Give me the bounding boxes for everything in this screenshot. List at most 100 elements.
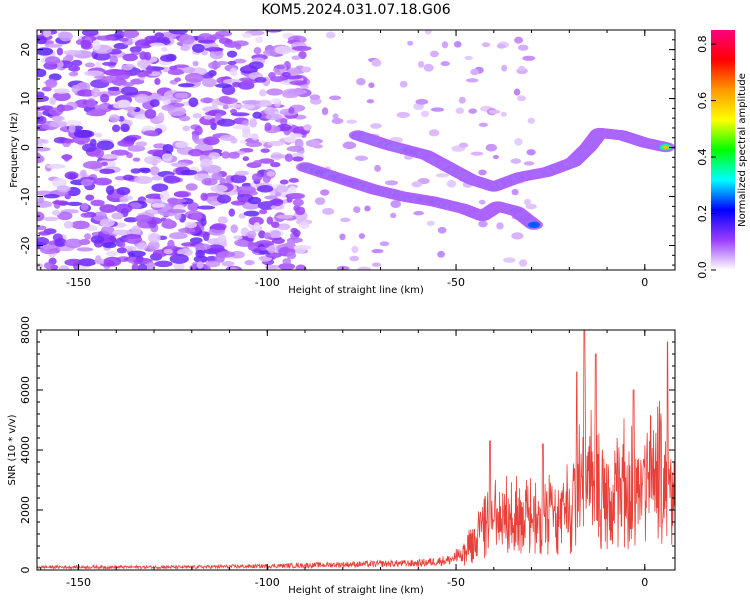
noise-cell — [322, 207, 335, 215]
noise-cell — [292, 156, 304, 162]
noise-cell — [230, 174, 247, 184]
noise-cell — [37, 68, 47, 78]
noise-cell — [182, 66, 196, 74]
noise-cell — [357, 266, 371, 270]
noise-cell — [58, 31, 73, 42]
colorbar-tick-label: 0.0 — [696, 261, 709, 279]
noise-cell — [424, 30, 432, 35]
noise-cell — [174, 77, 182, 82]
x-tick-label: -150 — [66, 576, 91, 589]
noise-cell — [332, 113, 339, 120]
noise-cell — [107, 86, 122, 91]
noise-cell — [371, 262, 382, 267]
noise-cell — [200, 192, 208, 201]
noise-cell — [118, 99, 131, 108]
noise-cell — [255, 36, 263, 44]
noise-cell — [146, 65, 153, 75]
noise-cell — [124, 234, 142, 244]
noise-cell — [470, 68, 479, 76]
noise-cell — [114, 30, 125, 40]
y-tick-label: 4000 — [19, 436, 32, 464]
noise-cell — [263, 49, 279, 57]
noise-cell — [478, 199, 486, 205]
noise-cell — [453, 41, 462, 48]
noise-cell — [188, 97, 199, 108]
noise-cell — [161, 46, 168, 52]
noise-cell — [465, 78, 479, 83]
noise-cell — [488, 109, 501, 114]
noise-cell — [217, 216, 229, 224]
noise-cell — [437, 226, 447, 234]
spectrogram-x-label: Height of straight line (km) — [288, 285, 424, 296]
noise-cell — [86, 98, 96, 108]
noise-cell — [353, 206, 361, 214]
noise-cell — [43, 216, 59, 222]
noise-cell — [192, 113, 202, 119]
colorbar-gradient — [711, 30, 735, 270]
noise-cell — [80, 169, 87, 178]
noise-cell — [517, 44, 529, 51]
noise-cell — [290, 227, 299, 234]
noise-cell — [81, 30, 99, 37]
noise-cell — [234, 239, 249, 247]
noise-cell — [233, 58, 247, 64]
noise-cell — [130, 225, 142, 236]
noise-cell — [513, 88, 521, 96]
noise-cell — [38, 196, 45, 204]
noise-cell — [80, 39, 92, 49]
noise-cell — [411, 181, 423, 188]
noise-cell — [300, 84, 309, 90]
noise-cell — [68, 124, 76, 133]
noise-cell — [407, 40, 414, 46]
noise-cell — [267, 140, 285, 146]
y-tick-label: 0 — [19, 567, 32, 574]
noise-cell — [68, 71, 79, 77]
noise-cell — [169, 232, 188, 240]
noise-cell — [99, 168, 115, 175]
noise-cell — [64, 171, 79, 180]
noise-cell — [266, 171, 275, 177]
noise-cell — [110, 149, 130, 156]
noise-cell — [144, 108, 157, 119]
noise-cell — [166, 209, 187, 214]
noise-cell — [192, 60, 199, 67]
noise-cell — [288, 107, 295, 114]
noise-cell — [149, 42, 165, 47]
trace-cell — [662, 145, 670, 150]
noise-cell — [63, 220, 74, 229]
spectrogram-frame — [36, 29, 676, 271]
noise-cell — [137, 59, 151, 69]
noise-cell — [241, 99, 261, 105]
noise-cell — [200, 158, 213, 167]
noise-cell — [437, 250, 445, 258]
noise-cell — [184, 72, 205, 83]
noise-cell — [48, 107, 63, 116]
noise-cell — [159, 54, 176, 62]
noise-cell — [226, 50, 238, 58]
noise-cell — [292, 198, 304, 207]
snr-x-label: Height of straight line (km) — [288, 585, 424, 596]
noise-cell — [252, 111, 262, 119]
noise-cell — [282, 258, 292, 265]
noise-cell — [415, 98, 429, 105]
noise-cell — [52, 91, 71, 102]
noise-cell — [111, 124, 121, 133]
noise-cell — [210, 184, 228, 193]
noise-cell — [514, 138, 523, 146]
noise-cell — [76, 247, 94, 252]
noise-cell — [511, 232, 524, 240]
noise-cell — [291, 55, 301, 61]
noise-cell — [170, 162, 189, 168]
noise-cell — [321, 107, 329, 116]
noise-cell — [242, 132, 253, 139]
noise-cell — [522, 55, 536, 61]
noise-cell — [204, 47, 224, 52]
noise-cell — [286, 145, 305, 152]
noise-cell — [510, 158, 522, 164]
noise-cell — [441, 41, 449, 49]
spectrogram-y-axis: -20 -10 0 10 20 — [19, 29, 675, 266]
noise-cell — [245, 141, 263, 148]
noise-cell — [227, 60, 237, 66]
noise-cell — [371, 248, 384, 254]
noise-cell — [94, 148, 105, 159]
